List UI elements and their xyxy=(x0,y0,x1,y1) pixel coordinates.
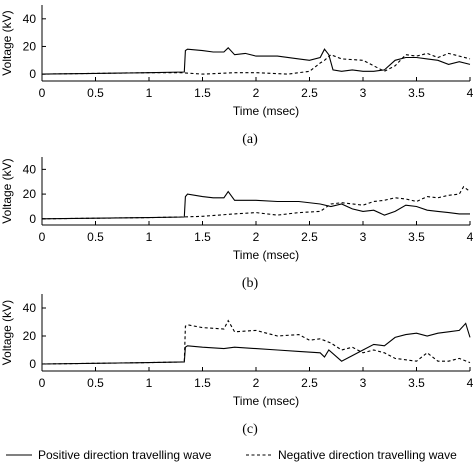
y-tick-label: 0 xyxy=(29,67,36,81)
x-tick-label: 1.5 xyxy=(194,230,211,244)
x-tick-label: 3 xyxy=(360,230,367,244)
x-tick-label: 4 xyxy=(467,376,474,390)
y-tick-label: 40 xyxy=(23,12,37,26)
series-line-positive xyxy=(41,322,471,365)
y-axis-title: Voltage (kV) xyxy=(0,300,14,365)
x-tick-label: 2 xyxy=(253,86,260,100)
y-tick-label: 20 xyxy=(23,39,37,53)
x-tick-label: 0.5 xyxy=(87,86,104,100)
x-axis-title: Time (msec) xyxy=(233,394,299,408)
x-tick-label: 3 xyxy=(360,376,367,390)
y-tick-label: 0 xyxy=(29,212,36,226)
series-line-negative xyxy=(41,52,471,75)
x-tick-label: 4 xyxy=(467,230,474,244)
legend-label-positive: Positive direction travelling wave xyxy=(38,448,212,462)
x-tick-label: 2.5 xyxy=(301,230,318,244)
x-tick-label: 1 xyxy=(146,86,153,100)
y-axis-title: Voltage (kV) xyxy=(0,10,14,75)
x-tick-label: 2 xyxy=(253,376,260,390)
y-axis-title: Voltage (kV) xyxy=(0,158,14,223)
x-tick-label: 0 xyxy=(39,230,46,244)
panel-caption: (c) xyxy=(242,422,258,437)
series-line-negative xyxy=(41,185,471,220)
x-axis-title: Time (msec) xyxy=(233,104,299,118)
x-axis-title: Time (msec) xyxy=(233,248,299,262)
series-line-positive xyxy=(41,190,470,220)
x-tick-label: 4 xyxy=(467,86,474,100)
x-tick-label: 1.5 xyxy=(194,86,211,100)
x-tick-label: 1 xyxy=(146,230,153,244)
x-tick-label: 0 xyxy=(39,86,46,100)
panel-caption: (a) xyxy=(242,132,258,147)
x-tick-label: 1 xyxy=(146,376,153,390)
x-tick-label: 3.5 xyxy=(408,230,425,244)
x-tick-label: 0.5 xyxy=(87,230,104,244)
x-tick-label: 2 xyxy=(253,230,260,244)
x-tick-label: 3.5 xyxy=(408,376,425,390)
series-line-positive xyxy=(41,47,471,75)
x-tick-label: 2.5 xyxy=(301,376,318,390)
x-tick-label: 0 xyxy=(39,376,46,390)
y-tick-label: 20 xyxy=(23,329,37,343)
y-tick-label: 40 xyxy=(23,162,37,176)
x-tick-label: 0.5 xyxy=(87,376,104,390)
y-tick-label: 0 xyxy=(29,357,36,371)
y-tick-label: 40 xyxy=(23,301,37,315)
x-tick-label: 2.5 xyxy=(301,86,318,100)
y-tick-label: 20 xyxy=(23,187,37,201)
panel-caption: (b) xyxy=(242,276,259,291)
x-tick-label: 3.5 xyxy=(408,86,425,100)
x-tick-label: 1.5 xyxy=(194,376,211,390)
x-tick-label: 3 xyxy=(360,86,367,100)
legend: Positive direction travelling wave Negat… xyxy=(6,448,457,462)
legend-label-negative: Negative direction travelling wave xyxy=(278,448,457,462)
series-line-negative xyxy=(41,319,471,365)
